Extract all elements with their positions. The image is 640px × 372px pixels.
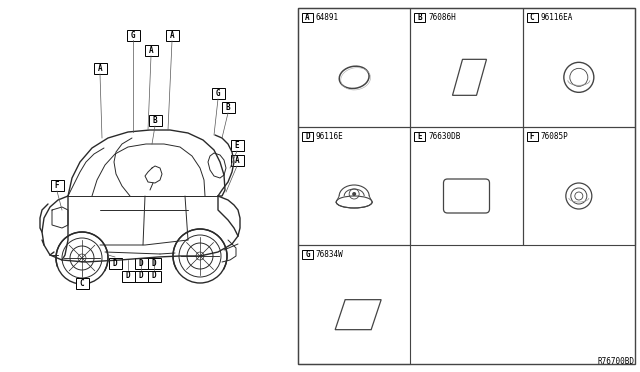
Text: F: F — [54, 180, 60, 189]
Text: A: A — [305, 13, 310, 22]
Bar — [221, 102, 234, 112]
Text: D: D — [152, 259, 156, 267]
Text: G: G — [305, 250, 310, 259]
Bar — [147, 257, 161, 269]
Bar — [127, 29, 140, 41]
Bar — [523, 8, 635, 127]
Text: C: C — [530, 13, 534, 22]
Bar — [51, 180, 63, 190]
Bar — [298, 127, 410, 245]
Text: 76086H: 76086H — [428, 13, 456, 22]
Text: E: E — [417, 132, 422, 141]
Text: 64891: 64891 — [316, 13, 339, 22]
Text: D: D — [139, 259, 143, 267]
Bar — [122, 270, 134, 282]
Bar — [414, 13, 426, 22]
Bar — [298, 8, 410, 127]
Text: E: E — [235, 141, 239, 150]
Bar — [166, 29, 179, 41]
Text: A: A — [148, 45, 154, 55]
Text: 76630DB: 76630DB — [428, 132, 461, 141]
Bar — [302, 13, 313, 22]
Text: D: D — [139, 272, 143, 280]
Text: G: G — [216, 89, 220, 97]
Bar — [298, 245, 410, 364]
Text: B: B — [417, 13, 422, 22]
Bar — [93, 62, 106, 74]
Text: 76085P: 76085P — [541, 132, 568, 141]
Bar — [134, 257, 147, 269]
Bar — [211, 87, 225, 99]
Text: D: D — [305, 132, 310, 141]
Bar — [76, 278, 88, 289]
Bar — [109, 257, 122, 269]
Text: C: C — [80, 279, 84, 288]
Text: 96116E: 96116E — [316, 132, 344, 141]
Bar — [147, 270, 161, 282]
Text: R76700BD: R76700BD — [598, 357, 635, 366]
Text: D: D — [125, 272, 131, 280]
Text: D: D — [113, 259, 117, 267]
Bar — [410, 127, 523, 245]
Bar — [302, 132, 313, 141]
Bar — [414, 132, 426, 141]
Text: A: A — [235, 155, 239, 164]
Bar — [148, 115, 161, 125]
Bar — [302, 250, 313, 259]
Circle shape — [352, 192, 356, 196]
Bar — [523, 127, 635, 245]
Text: B: B — [226, 103, 230, 112]
Bar — [145, 45, 157, 55]
Text: A: A — [170, 31, 174, 39]
Bar — [298, 8, 635, 364]
Bar — [134, 270, 147, 282]
Text: D: D — [152, 272, 156, 280]
Text: G: G — [131, 31, 135, 39]
Bar — [230, 154, 243, 166]
Text: 96116EA: 96116EA — [541, 13, 573, 22]
Bar — [527, 13, 538, 22]
Bar — [527, 132, 538, 141]
Text: A: A — [98, 64, 102, 73]
Text: B: B — [153, 115, 157, 125]
Bar — [230, 140, 243, 151]
Text: 76834W: 76834W — [316, 250, 344, 259]
Bar — [410, 8, 523, 127]
Text: F: F — [530, 132, 534, 141]
